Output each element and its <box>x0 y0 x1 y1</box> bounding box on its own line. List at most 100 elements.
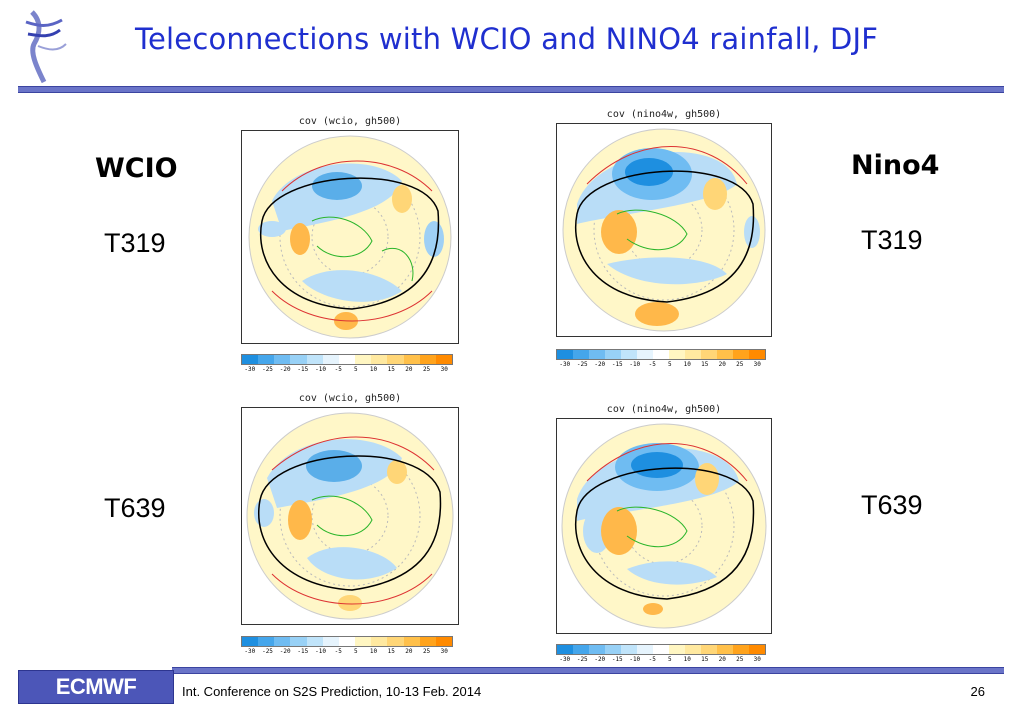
colorbar-swatch <box>258 355 275 364</box>
colorbar-tick-label: 15 <box>387 648 395 655</box>
polar-map <box>241 407 459 625</box>
colorbar-swatch <box>419 637 436 646</box>
colorbar-swatch <box>306 637 323 646</box>
colorbar-swatch <box>717 645 733 654</box>
colorbar-swatch <box>701 645 717 654</box>
colorbar-swatch <box>403 355 420 364</box>
colorbar-swatch <box>290 637 307 646</box>
colorbar-tick-label: 5 <box>667 656 672 663</box>
colorbar-swatches <box>556 349 766 360</box>
colorbar-swatch <box>605 645 621 654</box>
colorbar-tick-label: -15 <box>297 648 309 655</box>
colorbar-swatch <box>637 645 653 654</box>
header-divider <box>18 86 1004 93</box>
colorbar-tick-label: 10 <box>683 656 691 663</box>
colorbar-tick-label: 5 <box>354 648 358 655</box>
colorbar-tick-label: 5 <box>354 366 358 373</box>
colorbar-swatch <box>242 637 259 646</box>
polar-map <box>556 123 772 337</box>
colorbar-ticks: -30 -25 -20 -15 -10 -5 5 10 15 20 25 30 <box>241 366 453 373</box>
slide-title: Teleconnections with WCIO and NINO4 rain… <box>135 22 879 56</box>
colorbar-tick-label: -25 <box>262 366 273 373</box>
colorbar-tick-label: 20 <box>405 648 413 655</box>
colorbar-swatch <box>589 645 605 654</box>
nino4-t639-label: T639 <box>861 490 923 520</box>
colorbar-tick-label: 20 <box>718 656 726 663</box>
colorbar-swatch <box>573 645 589 654</box>
colorbar: -30 -25 -20 -15 -10 -5 5 10 15 20 25 30 <box>241 636 453 658</box>
map-panel-wcio-t639: cov (wcio, gh500) -30 -25 -20 -15 -10 -5 5 10 15… <box>241 393 459 655</box>
colorbar-swatches <box>556 644 766 655</box>
colorbar-tick-label: -20 <box>594 656 606 663</box>
colorbar-swatch <box>749 645 765 654</box>
nino4-t319-label: T319 <box>861 225 923 255</box>
colorbar-tick-label: -15 <box>297 366 309 373</box>
colorbar-swatch <box>749 350 765 359</box>
colorbar-swatch <box>338 637 356 646</box>
footer-divider <box>172 667 1004 674</box>
colorbar-tick-label: -30 <box>244 648 256 655</box>
colorbar-swatch <box>306 355 323 364</box>
ecmwf-bird-logo-icon <box>25 10 67 84</box>
colorbar-swatch <box>605 350 621 359</box>
colorbar-tick-label: 25 <box>422 366 431 373</box>
colorbar-tick-label: 30 <box>753 656 761 663</box>
colorbar-swatch <box>371 637 388 646</box>
colorbar-swatch <box>621 645 637 654</box>
map-title: cov (nino4w, gh500) <box>606 109 722 120</box>
page-number: 26 <box>970 684 985 699</box>
colorbar: -30 -25 -20 -15 -10 -5 5 10 15 20 25 30 <box>241 354 453 376</box>
colorbar-tick-label: -5 <box>334 648 342 655</box>
map-title: cov (wcio, gh500) <box>298 116 402 127</box>
map-title: cov (nino4w, gh500) <box>606 404 722 415</box>
footer-conference: Int. Conference on S2S Prediction, 10-13… <box>182 684 482 699</box>
colorbar-swatch <box>290 355 307 364</box>
colorbar-swatch <box>387 637 404 646</box>
colorbar-tick-label: 25 <box>736 656 744 663</box>
colorbar-swatch <box>653 350 669 359</box>
colorbar-tick-label: 30 <box>440 366 448 373</box>
colorbar-tick-label: 15 <box>701 656 709 663</box>
colorbar-tick-label: 10 <box>683 361 691 368</box>
colorbar-swatch <box>355 637 372 646</box>
colorbar-swatch <box>701 350 717 359</box>
colorbar-tick-label: -15 <box>611 656 623 663</box>
map-panel-wcio-t319: cov (wcio, gh500) -30 -25 -20 -15 -10 -5 5 10 15… <box>241 116 459 374</box>
colorbar-tick-label: 30 <box>753 361 761 368</box>
map-panel-nino4-t639: cov (nino4w, gh500) -30 -25 -20 -15 -10 -5 5 10… <box>556 404 772 663</box>
colorbar-swatch <box>717 350 733 359</box>
colorbar-tick-label: -5 <box>648 656 656 663</box>
colorbar-swatch <box>573 350 589 359</box>
colorbar-swatch <box>242 355 259 364</box>
colorbar-swatch <box>403 637 420 646</box>
colorbar-swatch <box>322 355 339 364</box>
colorbar-tick-label: -25 <box>262 648 273 655</box>
colorbar-swatch <box>669 645 685 654</box>
colorbar: -30 -25 -20 -15 -10 -5 5 10 15 20 25 30 <box>556 644 766 666</box>
nino4-heading: Nino4 <box>851 150 940 181</box>
colorbar-swatch <box>338 355 356 364</box>
colorbar-tick-label: -5 <box>648 361 656 368</box>
colorbar-tick-label: -25 <box>576 656 588 663</box>
colorbar-tick-label: 5 <box>667 361 672 368</box>
colorbar-swatch <box>557 350 573 359</box>
colorbar-tick-label: -15 <box>611 361 623 368</box>
colorbar-swatch <box>274 355 291 364</box>
colorbar-tick-label: -5 <box>334 366 342 373</box>
colorbar-swatch <box>685 645 701 654</box>
colorbar-swatch <box>669 350 685 359</box>
colorbar-tick-label: -20 <box>279 366 291 373</box>
colorbar-tick-label: -25 <box>576 361 588 368</box>
colorbar-swatch <box>685 350 701 359</box>
colorbar-swatch <box>322 637 339 646</box>
colorbar-tick-label: 20 <box>405 366 413 373</box>
colorbar-swatch <box>419 355 436 364</box>
colorbar-swatches <box>241 636 453 647</box>
colorbar-swatch <box>435 637 453 646</box>
wcio-t319-label: T319 <box>104 228 166 258</box>
wcio-t639-label: T639 <box>104 493 166 523</box>
colorbar-swatch <box>557 645 573 654</box>
colorbar-tick-label: 10 <box>369 648 378 655</box>
colorbar-tick-label: -30 <box>244 366 256 373</box>
colorbar-swatch <box>355 355 372 364</box>
